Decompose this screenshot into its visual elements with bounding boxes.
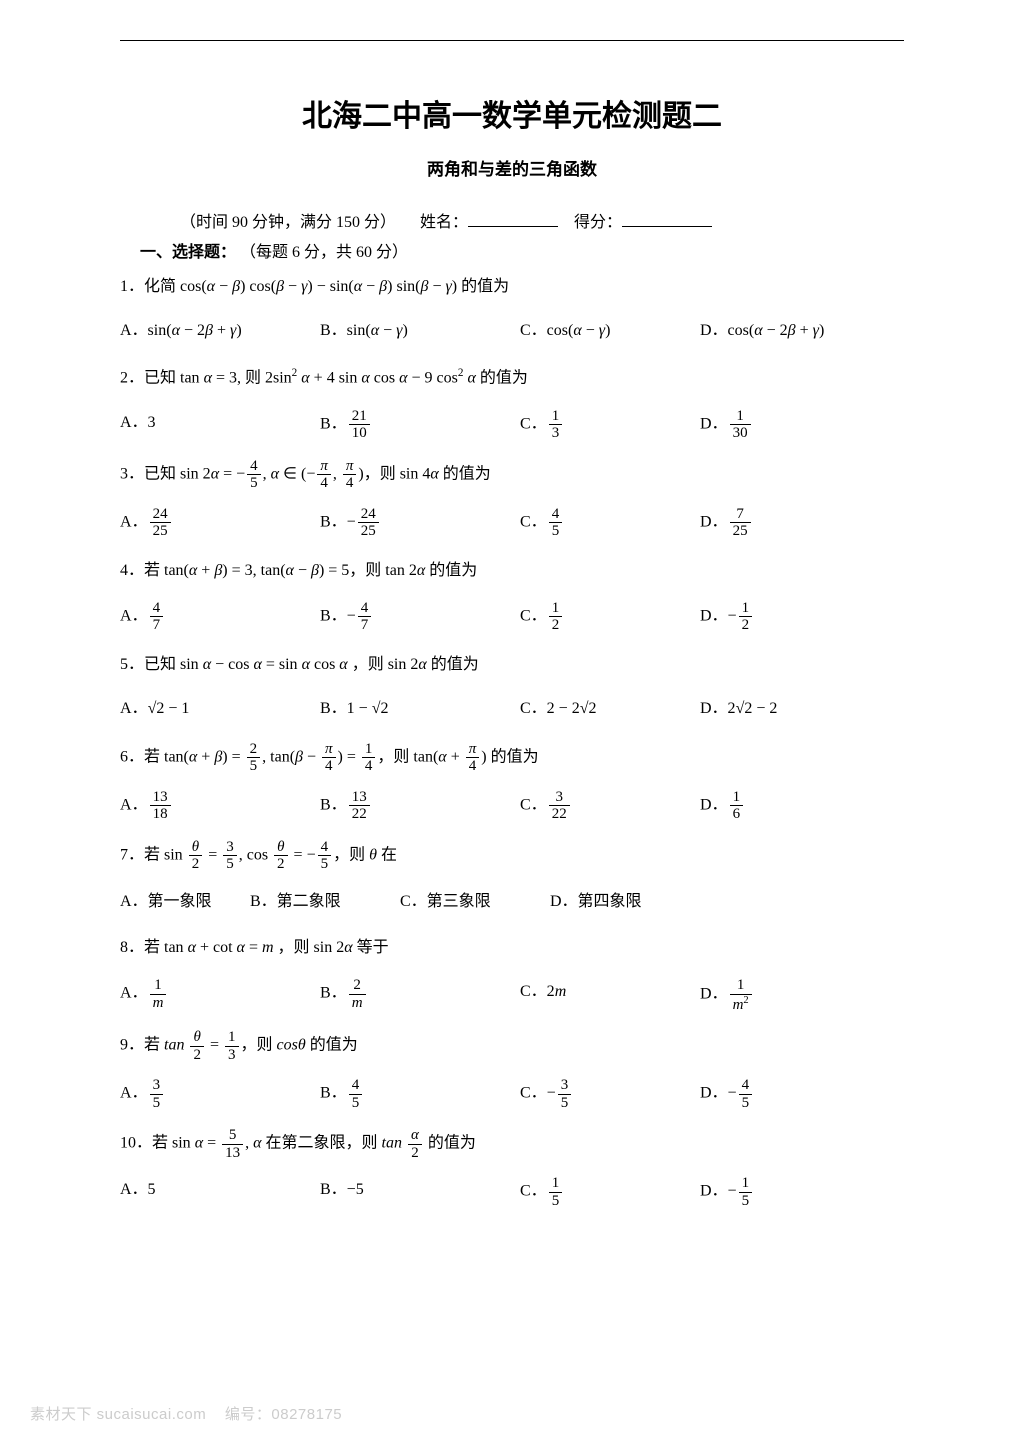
question-stem: 9．若 tan θ2 = 13，则 cosθ 的值为: [120, 1029, 904, 1063]
option[interactable]: C．12: [520, 600, 700, 634]
top-horizontal-rule: [120, 40, 904, 41]
option[interactable]: D．−45: [700, 1077, 900, 1111]
option[interactable]: C．cos(α − γ): [520, 316, 700, 346]
option[interactable]: D．−15: [700, 1175, 900, 1209]
meta-line: （时间 90 分钟，满分 150 分） 姓名： 得分：: [180, 208, 904, 232]
option[interactable]: A．47: [120, 600, 320, 634]
question-stem: 4．若 tan(α + β) = 3, tan(α − β) = 5，则 tan…: [120, 556, 904, 586]
option[interactable]: C．2 − 2√2: [520, 694, 700, 724]
option[interactable]: A．35: [120, 1077, 320, 1111]
option[interactable]: B．第二象限: [250, 887, 400, 917]
option[interactable]: A．3: [120, 408, 320, 442]
page-subtitle: 两角和与差的三角函数: [120, 155, 904, 180]
option[interactable]: A．1318: [120, 789, 320, 823]
page-title: 北海二中高一数学单元检测题二: [120, 91, 904, 135]
option[interactable]: B．−5: [320, 1175, 520, 1209]
name-blank[interactable]: [468, 211, 558, 227]
option[interactable]: B．1 − √2: [320, 694, 520, 724]
option[interactable]: C．322: [520, 789, 700, 823]
option[interactable]: D．1m2: [700, 977, 900, 1013]
option[interactable]: B．−47: [320, 600, 520, 634]
question-list: 1．化简 cos(α − β) cos(β − γ) − sin(α − β) …: [120, 272, 904, 1209]
score-blank[interactable]: [622, 211, 712, 227]
option[interactable]: A．2425: [120, 506, 320, 540]
option[interactable]: C．15: [520, 1175, 700, 1209]
option[interactable]: A．5: [120, 1175, 320, 1209]
question-stem: 6．若 tan(α + β) = 25, tan(β − π4) = 14，则 …: [120, 741, 904, 775]
option[interactable]: B．45: [320, 1077, 520, 1111]
option[interactable]: B．−2425: [320, 506, 520, 540]
name-label: 姓名：: [420, 214, 468, 231]
question-options: A．3B．2110C．13D．130: [120, 408, 904, 442]
question-stem: 3．已知 sin 2α = −45, α ∈ (−π4, π4)，则 sin 4…: [120, 458, 904, 492]
option[interactable]: B．sin(α − γ): [320, 316, 520, 346]
question-stem: 2．已知 tan α = 3, 则 2sin2 α + 4 sin α cos …: [120, 363, 904, 394]
question-options: A．sin(α − 2β + γ)B．sin(α − γ)C．cos(α − γ…: [120, 316, 904, 346]
question-options: A．1318B．1322C．322D．16: [120, 789, 904, 823]
time-score-text: （时间 90 分钟，满分 150 分）: [180, 214, 396, 231]
score-label: 得分：: [574, 214, 622, 231]
option[interactable]: B．2110: [320, 408, 520, 442]
option[interactable]: C．−35: [520, 1077, 700, 1111]
watermark-left: 素材天下 sucaisucai.com: [30, 1406, 206, 1423]
option[interactable]: D．2√2 − 2: [700, 694, 900, 724]
option[interactable]: D．725: [700, 506, 900, 540]
option[interactable]: B．2m: [320, 977, 520, 1013]
watermark-right: 编号：08278175: [225, 1406, 342, 1423]
question-options: A．1mB．2mC．2mD．1m2: [120, 977, 904, 1013]
question-options: A．5B．−5C．15D．−15: [120, 1175, 904, 1209]
question-stem: 10．若 sin α = 513, α 在第二象限，则 tan α2 的值为: [120, 1127, 904, 1161]
option[interactable]: C．13: [520, 408, 700, 442]
question-stem: 7．若 sin θ2 = 35, cos θ2 = −45，则 θ 在: [120, 839, 904, 873]
section-heading: 一、选择题： （每题 6 分，共 60 分）: [140, 238, 904, 262]
option[interactable]: A．第一象限: [120, 887, 250, 917]
question-options: A．2425B．−2425C．45D．725: [120, 506, 904, 540]
option[interactable]: D．16: [700, 789, 900, 823]
option[interactable]: A．√2 − 1: [120, 694, 320, 724]
option[interactable]: D．130: [700, 408, 900, 442]
section-heading-detail: （每题 6 分，共 60 分）: [240, 244, 408, 261]
option[interactable]: C．45: [520, 506, 700, 540]
question-options: A．35B．45C．−35D．−45: [120, 1077, 904, 1111]
option[interactable]: A．1m: [120, 977, 320, 1013]
watermark: 素材天下 sucaisucai.com 编号：08278175: [30, 1403, 342, 1424]
section-heading-prefix: 一、选择题：: [140, 244, 236, 261]
question-stem: 5．已知 sin α − cos α = sin α cos α ，则 sin …: [120, 650, 904, 680]
question-stem: 1．化简 cos(α − β) cos(β − γ) − sin(α − β) …: [120, 272, 904, 302]
page: 北海二中高一数学单元检测题二 两角和与差的三角函数 （时间 90 分钟，满分 1…: [0, 0, 1024, 1442]
option[interactable]: B．1322: [320, 789, 520, 823]
option[interactable]: C．2m: [520, 977, 700, 1013]
option[interactable]: D．第四象限: [550, 887, 700, 917]
option[interactable]: D．cos(α − 2β + γ): [700, 316, 900, 346]
question-options: A．√2 − 1B．1 − √2C．2 − 2√2D．2√2 − 2: [120, 694, 904, 724]
option[interactable]: A．sin(α − 2β + γ): [120, 316, 320, 346]
option[interactable]: D．−12: [700, 600, 900, 634]
question-options: A．47B．−47C．12D．−12: [120, 600, 904, 634]
question-stem: 8．若 tan α + cot α = m ，则 sin 2α 等于: [120, 933, 904, 963]
question-options: A．第一象限B．第二象限C．第三象限D．第四象限: [120, 887, 904, 917]
option[interactable]: C．第三象限: [400, 887, 550, 917]
